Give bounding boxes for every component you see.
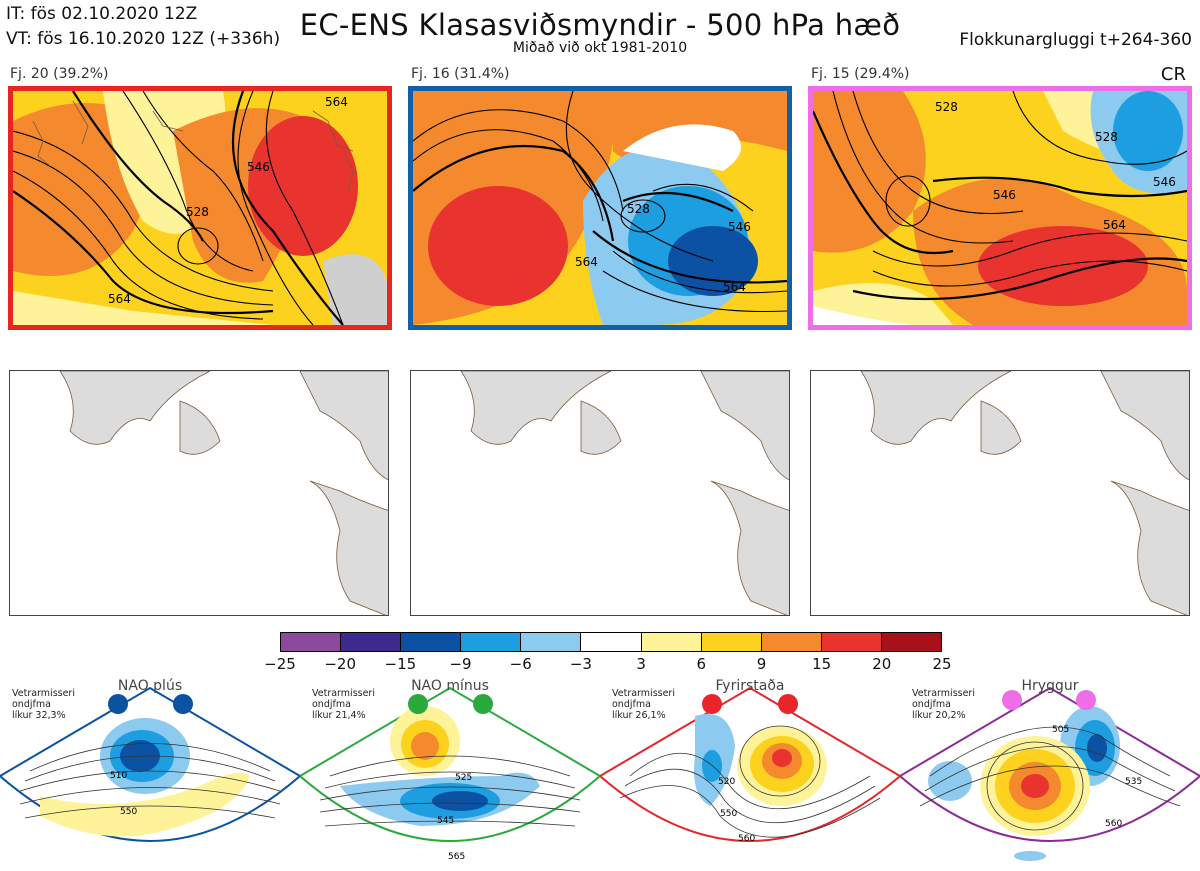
cluster-3-contour-label: 528	[935, 100, 958, 114]
regime-name: Hryggur	[1021, 678, 1079, 694]
anomaly-colorbar	[280, 632, 942, 652]
regime-contour-label: 550	[720, 809, 737, 819]
colorbar-segment	[281, 633, 342, 651]
base-map-3	[810, 370, 1190, 616]
colorbar-tick-label: −15	[384, 655, 417, 673]
cluster-3-contour-label: 564	[1103, 218, 1126, 232]
colorbar-tick-label: 9	[756, 655, 767, 673]
colorbar-tick-label: −6	[509, 655, 532, 673]
regime-contour-label: 510	[110, 771, 127, 781]
cluster-2-contour-label: 528	[627, 202, 650, 216]
colorbar-ticks: −25 −20 −15 −9 −6 −3 3 6 9 15 20 25	[264, 655, 951, 673]
regime-probability: Vetrarmisseri ondjfma líkur 21,4%	[312, 688, 375, 721]
regime-code-label: CR	[1160, 64, 1186, 85]
colorbar-tick-label: 6	[696, 655, 707, 673]
cluster-1-contour-label: 528	[186, 205, 209, 219]
colorbar-tick-label: 15	[812, 655, 832, 673]
regime-contour-label: 535	[1125, 777, 1142, 787]
base-map-1	[9, 370, 389, 616]
cluster-3-label: Fj. 15 (29.4%)	[811, 66, 910, 82]
page-title: EC-ENS Klasasviðsmyndir - 500 hPa hæð	[299, 8, 901, 42]
colorbar-segment	[881, 633, 942, 651]
regime-nao-plus: 510 550 NAO plús Vetrarmisseri ondjfma l…	[0, 676, 300, 871]
colorbar-segment	[821, 633, 882, 651]
cluster-2-label: Fj. 16 (31.4%)	[411, 66, 510, 82]
regime-probability: Vetrarmisseri ondjfma líkur 32,3%	[12, 688, 75, 721]
colorbar-tick-label: 3	[636, 655, 646, 673]
base-map-2	[410, 370, 790, 616]
colorbar-tick-label: −25	[264, 655, 296, 673]
regime-name: Fyrirstaða	[715, 678, 785, 694]
colorbar-tick-label: −3	[569, 655, 592, 673]
cluster-1-contour-label: 546	[247, 160, 270, 174]
regime-contour-label: 560	[1105, 819, 1122, 829]
regime-contour-label: 505	[1052, 725, 1069, 735]
cluster-3-contour-label: 528	[1095, 130, 1118, 144]
colorbar-segment	[521, 633, 582, 651]
init-time-label: IT: fös 02.10.2020 12Z	[6, 4, 198, 24]
regime-probability: Vetrarmisseri ondjfma líkur 20,2%	[912, 688, 975, 721]
cluster-3-map: 528 528 546 546 564	[808, 86, 1192, 330]
cluster-1-label: Fj. 20 (39.2%)	[10, 66, 109, 82]
classification-window-label: Flokkunargluggi t+264-360	[959, 30, 1192, 50]
colorbar-segment	[341, 633, 402, 651]
colorbar-segment	[761, 633, 822, 651]
cluster-2-contour-label: 564	[723, 280, 746, 294]
regime-name: NAO mínus	[411, 678, 489, 694]
regime-contour-label: 545	[437, 816, 454, 826]
page-subtitle: Miðað við okt 1981-2010	[512, 40, 688, 56]
colorbar-tick-label: 25	[932, 655, 952, 673]
regime-contour-label: 560	[738, 834, 755, 844]
regime-name: NAO plús	[117, 678, 183, 694]
regime-ridge: 505 535 560 Hryggur Vetrarmisseri ondjfm…	[900, 676, 1200, 871]
regime-contour-label: 550	[120, 807, 137, 817]
valid-time-label: VT: fös 16.10.2020 12Z (+336h)	[6, 29, 281, 49]
cluster-1-contour-label: 564	[108, 292, 131, 306]
regime-contour-label: 525	[455, 773, 472, 783]
cluster-2-contour-label: 564	[575, 255, 598, 269]
regime-blocking: 520 550 560 Fyrirstaða Vetrarmisseri ond…	[600, 676, 900, 871]
colorbar-segment	[581, 633, 642, 651]
regime-probability: Vetrarmisseri ondjfma líkur 26,1%	[612, 688, 675, 721]
colorbar-segment	[701, 633, 762, 651]
cluster-1-contour-label: 564	[325, 95, 348, 109]
colorbar-tick-label: −20	[324, 655, 356, 673]
colorbar-segment	[641, 633, 702, 651]
cluster-2-map: 528 546 564 564	[408, 86, 792, 330]
cluster-1-map: 528 546 564 564	[8, 86, 392, 330]
colorbar-tick-label: −9	[449, 655, 472, 673]
regime-contour-label: 565	[448, 852, 465, 862]
colorbar-segment	[461, 633, 522, 651]
colorbar-segment	[401, 633, 462, 651]
cluster-3-contour-label: 546	[1153, 175, 1176, 189]
colorbar-tick-label: 20	[872, 655, 892, 673]
cluster-2-contour-label: 546	[728, 220, 751, 234]
regime-nao-minus: 525 545 565 NAO mínus Vetrarmisseri ondj…	[300, 676, 600, 871]
regime-contour-label: 520	[718, 777, 735, 787]
cluster-3-contour-label: 546	[993, 188, 1016, 202]
